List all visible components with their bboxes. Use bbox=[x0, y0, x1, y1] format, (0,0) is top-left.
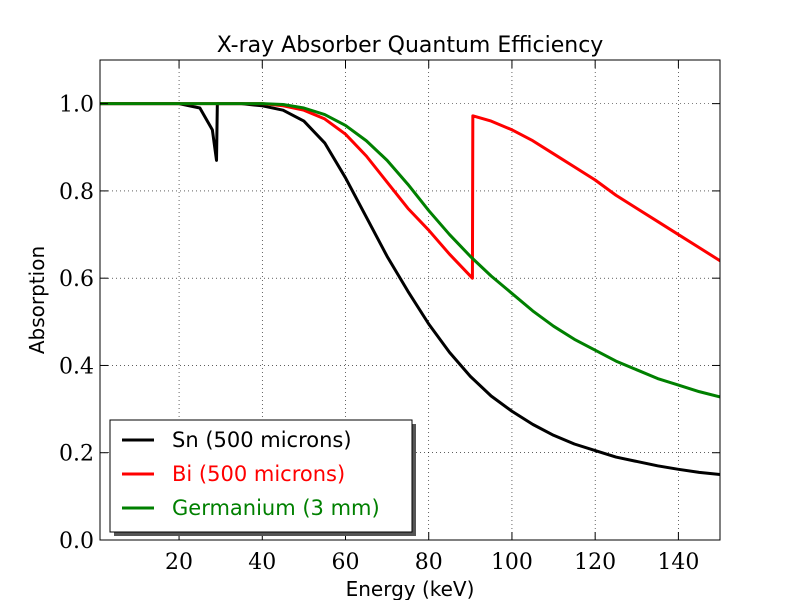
y-axis-label: Absorption bbox=[25, 246, 49, 354]
chart-title: X-ray Absorber Quantum Efficiency bbox=[217, 33, 604, 58]
y-tick-label: 0.0 bbox=[59, 529, 94, 554]
x-axis-label: Energy (keV) bbox=[346, 577, 475, 600]
x-tick-label: 80 bbox=[415, 550, 443, 575]
series-line-germanium-3-mm bbox=[100, 102, 720, 399]
y-tick-label: 0.8 bbox=[59, 180, 94, 205]
y-tick-label: 0.6 bbox=[59, 267, 94, 292]
ticks: 20 40 60 80 100 120 140 0.0 0.2 0.4 0.6 0.8 1.0 bbox=[59, 60, 720, 575]
legend-label: Germanium (3 mm) bbox=[172, 496, 380, 520]
x-tick-label: 140 bbox=[657, 550, 699, 575]
legend-label: Sn (500 microns) bbox=[172, 428, 352, 452]
series-layer bbox=[100, 102, 720, 477]
x-tick-label: 120 bbox=[574, 550, 616, 575]
x-tick-label: 20 bbox=[165, 550, 193, 575]
series-line-bi-500-microns bbox=[100, 102, 720, 280]
legend-label: Bi (500 microns) bbox=[172, 462, 345, 486]
legend-box bbox=[109, 419, 413, 533]
x-tick-label: 40 bbox=[248, 550, 276, 575]
y-tick-label: 0.2 bbox=[59, 442, 94, 467]
series-line-sn-500-microns bbox=[100, 102, 720, 477]
x-tick-label: 60 bbox=[332, 550, 360, 575]
plot-frame bbox=[99, 59, 721, 541]
y-tick-label: 1.0 bbox=[59, 93, 94, 118]
legend: Sn (500 microns) Bi (500 microns) Germaniu… bbox=[109, 419, 416, 536]
x-tick-label: 100 bbox=[491, 550, 533, 575]
y-tick-label: 0.4 bbox=[59, 354, 94, 379]
